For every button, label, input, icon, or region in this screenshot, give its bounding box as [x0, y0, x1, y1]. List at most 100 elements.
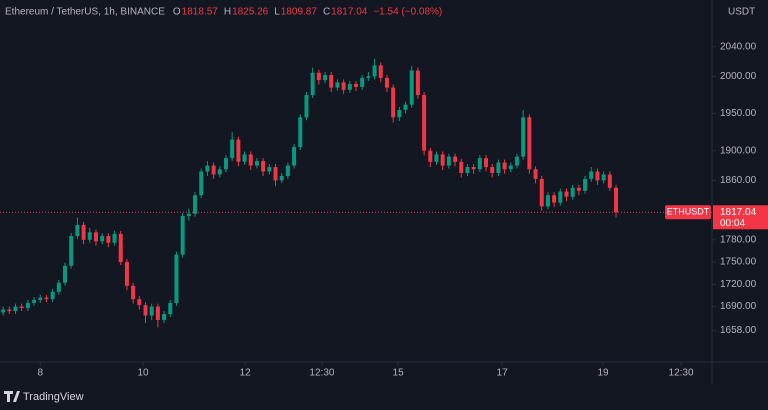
candle-body [199, 171, 204, 196]
candle-body [168, 302, 173, 315]
logo-icon [4, 391, 20, 402]
candle-body [539, 178, 544, 207]
candle-body [415, 70, 420, 96]
candle-body [397, 109, 402, 118]
candle-body [112, 233, 117, 243]
candle-body [186, 213, 191, 217]
candle-body [347, 83, 352, 90]
candle-body [75, 224, 80, 237]
candles [1, 58, 619, 328]
candle-body [279, 175, 284, 181]
x-tick-label: 12:30 [309, 368, 334, 379]
last-price-tag [713, 205, 768, 230]
candle-body [341, 82, 346, 90]
candle-body [601, 174, 606, 181]
candle-body [254, 161, 259, 166]
candle-body [100, 236, 105, 242]
candle-body [589, 171, 594, 179]
candle-body [267, 167, 272, 172]
x-tick-label: 10 [137, 368, 149, 379]
candle-body [174, 254, 179, 303]
candle-body [106, 236, 111, 243]
y-tick-label: 1780.00 [720, 234, 757, 245]
candle-body [570, 187, 575, 197]
candle-body [44, 297, 49, 300]
x-tick-label: 8 [37, 368, 43, 379]
candle-body [521, 117, 526, 157]
candle-body [50, 291, 55, 300]
candle-body [558, 191, 563, 203]
ohlc-key: C [323, 7, 330, 18]
candle-body [316, 72, 321, 81]
candle-body [360, 77, 365, 87]
ohlc-key: H [224, 7, 231, 18]
candle-body [354, 83, 358, 87]
y-tick-label: 1720.00 [720, 279, 757, 290]
candle-body [496, 162, 501, 173]
candle-body [583, 178, 588, 191]
ohlc-value: 1809.87 [281, 7, 318, 18]
x-tick-label: 19 [597, 368, 609, 379]
candle-body [137, 299, 142, 306]
candle-body [490, 167, 495, 173]
candle-body [38, 297, 43, 300]
candle-body [180, 216, 185, 255]
candle-body [304, 95, 309, 118]
candle-body [248, 154, 253, 166]
symbol-tag-label: ETHUSDT [667, 207, 710, 217]
y-unit: USDT [728, 7, 755, 18]
candle-body [261, 161, 266, 172]
ohlc-key: L [274, 7, 280, 18]
candle-body [63, 265, 68, 283]
candle-body [440, 154, 445, 166]
candle-body [372, 65, 377, 77]
candle-body [428, 150, 433, 162]
candle-body [378, 65, 383, 78]
candle-body [384, 77, 389, 88]
candle-body [211, 165, 216, 175]
ohlc-value: 1825.26 [232, 7, 269, 18]
candle-body [205, 165, 210, 172]
x-tick-label: 17 [497, 368, 509, 379]
candle-body [87, 232, 92, 240]
candle-body [273, 167, 278, 181]
candle-body [298, 117, 303, 147]
candle-body [564, 191, 569, 197]
brand: TradingView [23, 391, 84, 403]
y-tick-label: 1860.00 [720, 175, 757, 186]
candle-body [13, 306, 18, 312]
candle-body [1, 309, 6, 313]
candle-body [614, 187, 619, 213]
candle-body [32, 299, 37, 303]
brand-logo: TradingView [4, 391, 84, 403]
y-tick-label: 1900.00 [720, 145, 757, 156]
y-tick-label: 1658.00 [720, 325, 757, 336]
candle-body [595, 171, 600, 181]
candle-body [230, 139, 235, 159]
candle-body [56, 282, 61, 292]
candle-body [285, 165, 290, 176]
candle-body [131, 285, 136, 300]
y-tick-label: 1690.00 [720, 301, 757, 312]
candle-body [223, 158, 228, 170]
candle-body [403, 104, 408, 110]
x-tick-label: 15 [393, 368, 405, 379]
countdown-label: 00:04 [720, 218, 745, 229]
candle-body [422, 95, 427, 151]
candle-body [545, 195, 550, 207]
candle-body [217, 169, 222, 175]
candle-body [292, 146, 297, 166]
candle-body [143, 305, 148, 316]
candle-body [552, 195, 557, 203]
last-price-label: 1817.04 [720, 207, 757, 218]
change: −1.54 (−0.08%) [373, 7, 442, 18]
ohlc-value: 1818.57 [182, 7, 219, 18]
candle-body [25, 302, 30, 309]
candle-body [193, 195, 198, 214]
candle-body [409, 70, 414, 105]
x-tick-label: 12 [240, 368, 252, 379]
candle-body [310, 72, 315, 96]
candle-body [576, 187, 581, 191]
